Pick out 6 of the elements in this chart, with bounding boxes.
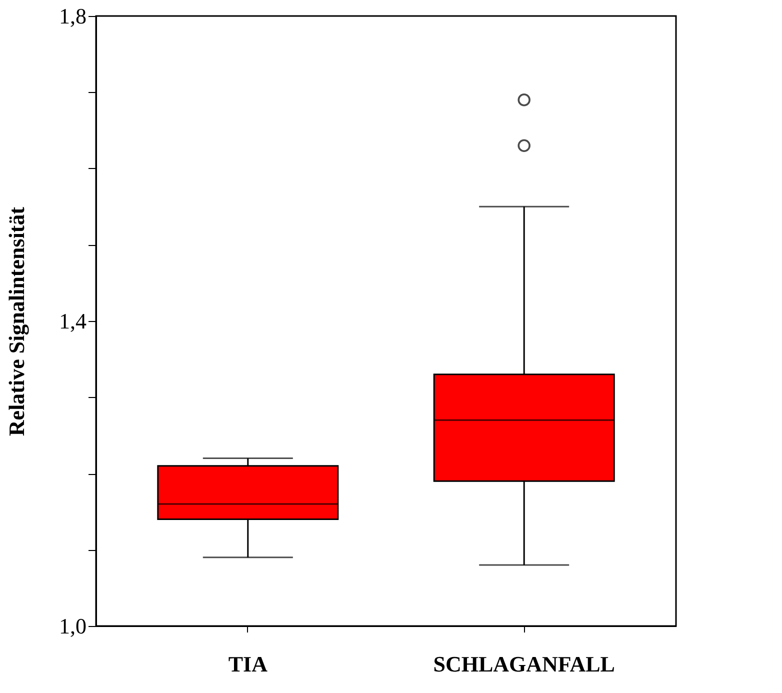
x-tick-label: TIA bbox=[228, 652, 268, 676]
y-axis-title: Relative Signalintensität bbox=[4, 206, 29, 436]
x-tick-label: SCHLAGANFALL bbox=[433, 652, 615, 676]
y-tick-label: 1,8 bbox=[59, 4, 86, 28]
y-tick-label: 1,0 bbox=[59, 614, 86, 638]
y-tick-label: 1,4 bbox=[59, 308, 86, 334]
